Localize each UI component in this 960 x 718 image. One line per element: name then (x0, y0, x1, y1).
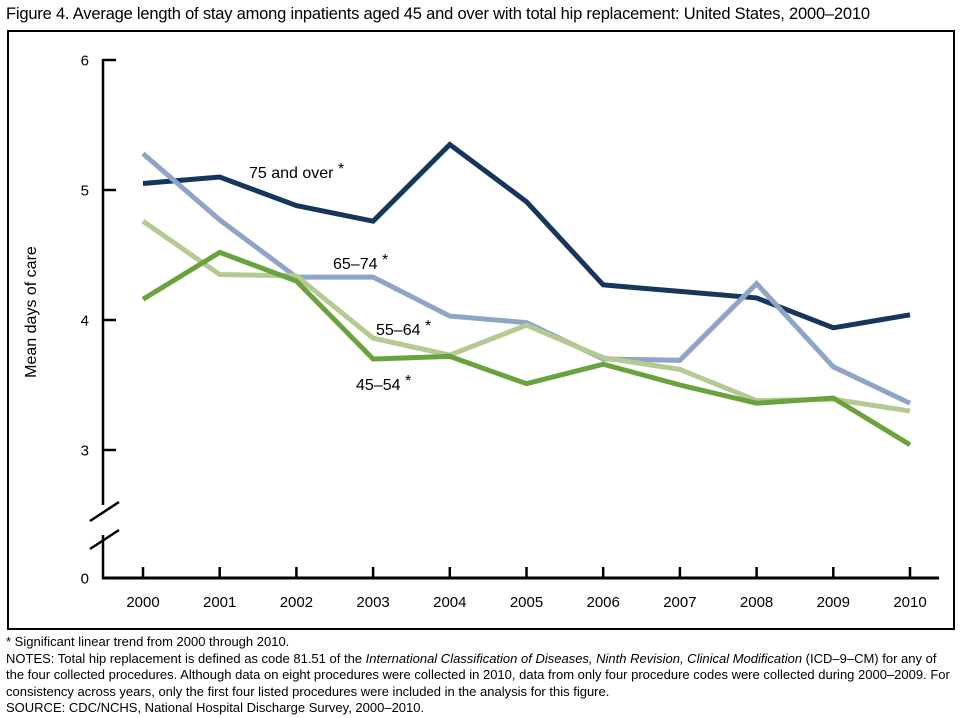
y-tick-label: 4 (81, 313, 89, 330)
x-tick-label: 2001 (203, 594, 236, 611)
y-tick-label: 5 (81, 183, 89, 200)
y-tick-label: 6 (81, 53, 89, 70)
figure-title: Figure 4. Average length of stay among i… (6, 5, 870, 23)
series-label-65-74-: 65–74 * (333, 252, 388, 273)
y-tick-marks: 6 5 4 3 0 (81, 53, 116, 588)
y-axis-title: Mean days of care (23, 246, 40, 378)
axis-break-slash-top (89, 500, 120, 523)
footnote-notes-prefix: NOTES: Total hip replacement is defined … (6, 650, 366, 666)
series-lines (141, 141, 912, 447)
x-tick-label: 2007 (663, 594, 696, 611)
series-label-45-54-: 45–54 * (356, 373, 411, 394)
x-tick-label: 2002 (280, 594, 313, 611)
series-label-55-64-: 55–64 * (376, 318, 431, 339)
y-tick-label: 0 (81, 571, 89, 588)
x-tick-label: 2006 (587, 594, 620, 611)
x-tick-label: 2009 (817, 594, 850, 611)
x-tick-label: 2004 (433, 594, 466, 611)
footnote-source: SOURCE: CDC/NCHS, National Hospital Disc… (6, 700, 425, 715)
series-line-45-54- (141, 249, 912, 447)
footnote-significance-text: * Significant linear trend from 2000 thr… (6, 634, 290, 649)
x-tick-label: 2010 (893, 594, 926, 611)
x-tick-label: 2005 (510, 594, 543, 611)
x-tick-marks: 2000 2001 2002 2003 2004 2005 2006 2007 2008 2009… (126, 567, 927, 611)
y-axis (89, 59, 120, 579)
series-label-75-and-over-: 75 and over * (249, 161, 344, 182)
x-tick-label: 2003 (356, 594, 389, 611)
series-labels: 75 and over * 65–74 * 55–64 * 45–54 * (249, 161, 431, 394)
footnote-significance: * Significant linear trend from 2000 thr… (6, 634, 955, 651)
footnote-notes-suffix: (ICD–9–CM) for any of the four collected… (6, 650, 950, 699)
footnote-notes-italic: International Classification of Diseases… (365, 650, 803, 666)
axis-break-slash-bottom (89, 528, 120, 551)
x-tick-label: 2008 (740, 594, 773, 611)
footnotes: * Significant linear trend from 2000 thr… (6, 634, 955, 717)
x-tick-label: 2000 (126, 594, 159, 611)
y-tick-label: 3 (81, 443, 89, 460)
footnote-notes: NOTES: Total hip replacement is defined … (6, 651, 955, 701)
